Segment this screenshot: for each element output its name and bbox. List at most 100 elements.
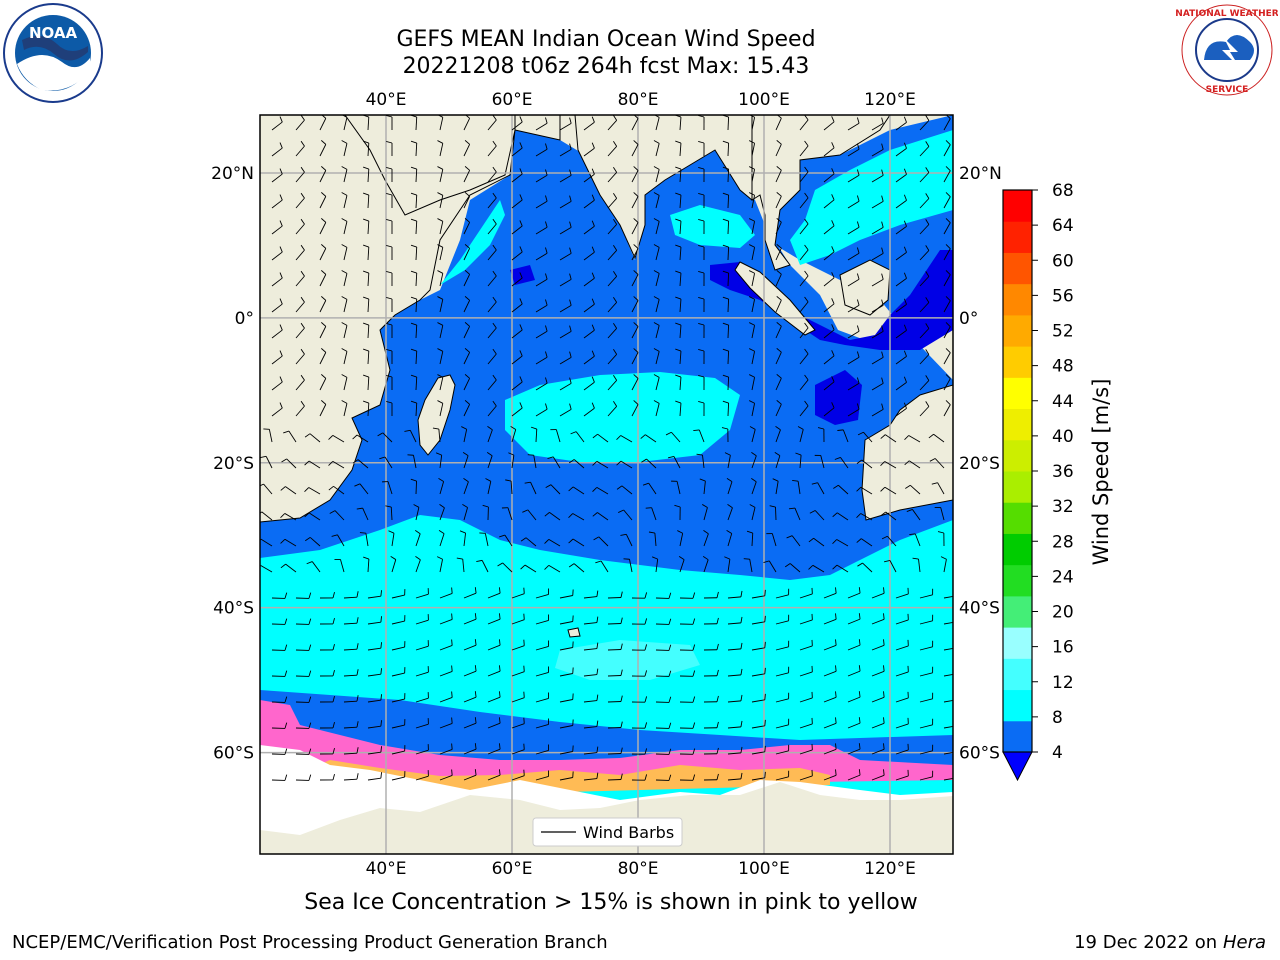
wind-barb bbox=[295, 322, 305, 339]
gridlines bbox=[260, 115, 953, 854]
wind-barb bbox=[319, 748, 335, 755]
wind-barb bbox=[856, 486, 873, 495]
wind-barb bbox=[640, 434, 657, 443]
wind-barb bbox=[271, 324, 283, 339]
wind-barb bbox=[655, 722, 672, 729]
wind-barb bbox=[871, 717, 885, 729]
wind-barb bbox=[386, 297, 393, 313]
wind-barb bbox=[834, 456, 849, 469]
wind-barb bbox=[895, 142, 907, 157]
wind-barb bbox=[511, 350, 523, 365]
wind-barb bbox=[415, 718, 429, 729]
wind-barb bbox=[905, 484, 921, 495]
wind-barb bbox=[919, 193, 930, 209]
wind-barb bbox=[847, 169, 860, 183]
wind-barb bbox=[895, 220, 907, 235]
wind-barb bbox=[462, 504, 468, 521]
wind-barb bbox=[833, 484, 849, 495]
wind-barb bbox=[343, 695, 359, 703]
wind-barb bbox=[437, 270, 444, 287]
wind-barb bbox=[341, 296, 348, 313]
wind-barb bbox=[823, 639, 837, 651]
wind-barb bbox=[722, 140, 730, 157]
wind-barb bbox=[511, 298, 523, 313]
wind-barb bbox=[535, 247, 548, 261]
wind-barb bbox=[341, 192, 348, 209]
wind-barb bbox=[583, 194, 595, 209]
wind-barb bbox=[675, 322, 682, 339]
wind-barb bbox=[343, 721, 359, 729]
wind-barb bbox=[487, 322, 497, 339]
wind-barb bbox=[435, 452, 443, 469]
wind-barb bbox=[847, 325, 860, 339]
wind-barb bbox=[391, 615, 406, 625]
wind-barb bbox=[487, 639, 501, 651]
wind-barb bbox=[583, 220, 595, 235]
title-line-2: 20221208 t06z 264h fcst Max: 15.43 bbox=[402, 54, 810, 79]
wind-barb bbox=[895, 639, 909, 651]
wind-barb bbox=[722, 374, 730, 391]
wind-barb bbox=[295, 348, 305, 365]
wind-barb bbox=[675, 244, 682, 261]
colorbar-bin bbox=[1003, 471, 1032, 503]
wind-barb bbox=[616, 460, 633, 469]
wind-barb bbox=[871, 273, 884, 287]
wind-barb bbox=[774, 452, 781, 469]
wind-barb bbox=[520, 537, 537, 547]
colorbar-bin bbox=[1003, 720, 1032, 753]
wind-barb bbox=[703, 617, 719, 625]
wind-barb bbox=[653, 348, 660, 365]
footer-credit: NCEP/EMC/Verification Post Processing Pr… bbox=[12, 932, 608, 953]
wind-barb bbox=[799, 270, 809, 287]
wind-barb bbox=[510, 426, 517, 443]
wind-barb bbox=[414, 529, 421, 547]
wind-barb bbox=[811, 482, 825, 495]
wind-barb bbox=[304, 433, 321, 443]
wind-barb bbox=[653, 140, 660, 157]
wind-barb bbox=[295, 244, 305, 261]
wind-barb bbox=[727, 668, 743, 677]
wind-barb bbox=[943, 192, 951, 209]
wind-barb bbox=[880, 461, 897, 469]
wind-barb bbox=[437, 244, 444, 261]
wind-barb bbox=[319, 348, 327, 365]
wind-barb bbox=[511, 116, 523, 131]
wind-barb bbox=[642, 482, 657, 495]
wind-barb bbox=[847, 587, 861, 599]
wind-barb bbox=[721, 427, 729, 443]
wind-barb bbox=[592, 433, 609, 443]
wind-barb bbox=[703, 591, 719, 599]
colorbar-bin bbox=[1003, 564, 1032, 597]
wind-barb bbox=[607, 349, 618, 365]
wind-barb bbox=[775, 244, 782, 261]
wind-barb bbox=[832, 539, 849, 547]
wind-barb bbox=[583, 772, 599, 781]
wind-barb bbox=[410, 244, 418, 261]
wind-barb bbox=[511, 220, 523, 235]
wind-barb bbox=[362, 270, 370, 287]
wind-barb bbox=[559, 589, 574, 599]
wind-barb bbox=[535, 377, 548, 391]
wind-barb bbox=[341, 140, 348, 157]
colorbar-under-arrow bbox=[1002, 751, 1033, 782]
wind-barb bbox=[919, 167, 930, 183]
wind-barb bbox=[501, 507, 513, 521]
wind-barb bbox=[295, 192, 305, 209]
wind-barb bbox=[751, 451, 757, 469]
wind-barb bbox=[919, 323, 930, 339]
wind-barb bbox=[727, 642, 743, 651]
wind-barb bbox=[675, 192, 682, 209]
map-title: GEFS MEAN Indian Ocean Wind Speed 202212… bbox=[260, 26, 952, 80]
wind-barb bbox=[568, 486, 585, 495]
wind-barb bbox=[871, 743, 885, 755]
wind-barb bbox=[592, 487, 609, 495]
wind-barb bbox=[871, 351, 884, 365]
colorbar-tick-label: 40 bbox=[1052, 427, 1074, 447]
wind-barb bbox=[486, 451, 493, 469]
wind-barb bbox=[698, 167, 705, 183]
wind-barb bbox=[631, 218, 639, 235]
wind-barb bbox=[568, 563, 585, 573]
wind-barb bbox=[775, 614, 790, 625]
wind-barb bbox=[367, 668, 383, 677]
wind-barb bbox=[415, 666, 429, 677]
